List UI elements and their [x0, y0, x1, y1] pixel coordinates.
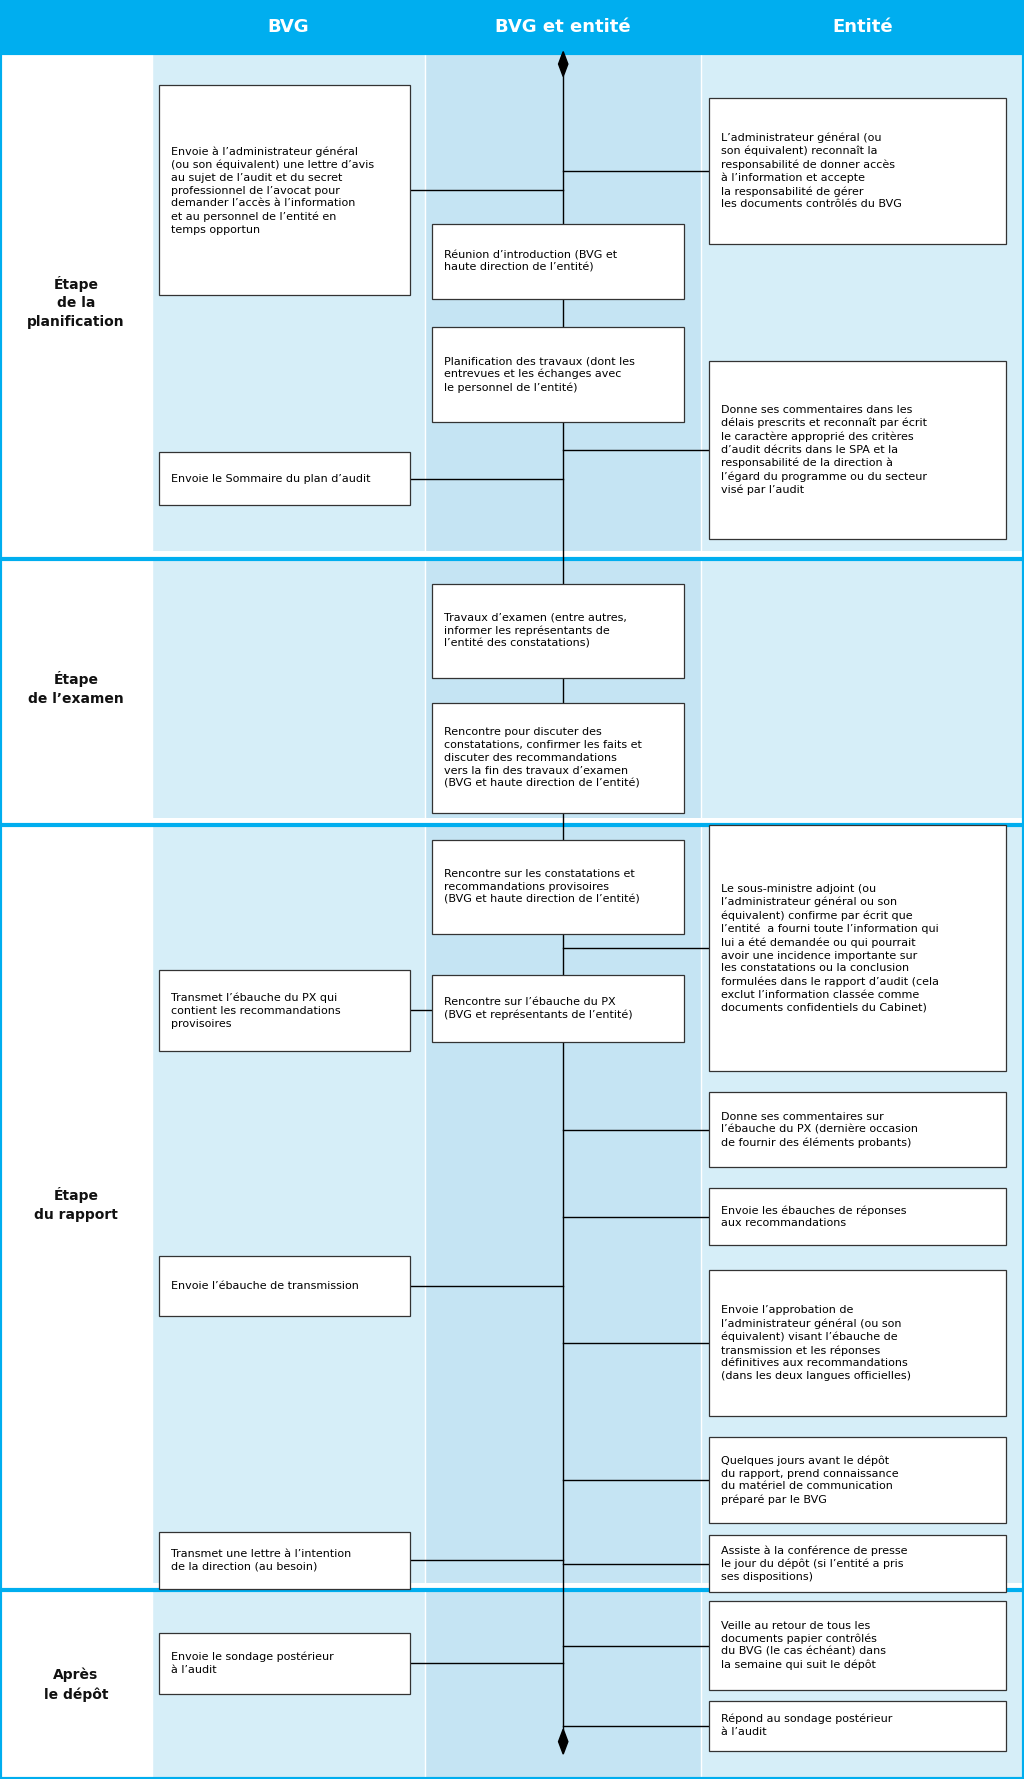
Bar [432, 975, 684, 1042]
Bar [701, 1590, 1024, 1779]
Bar [701, 825, 1024, 1583]
Bar [159, 1532, 410, 1589]
Bar [0, 1590, 152, 1779]
Text: Donne ses commentaires sur
l’ébauche du PX (dernière occasion
de fournir des élé: Donne ses commentaires sur l’ébauche du … [721, 1112, 918, 1147]
Bar [709, 1188, 1006, 1245]
Bar [159, 970, 410, 1051]
Bar [425, 53, 701, 551]
Text: Envoie le sondage postérieur
à l’audit: Envoie le sondage postérieur à l’audit [171, 1651, 334, 1676]
Bar [701, 559, 1024, 818]
Text: Veille au retour de tous les
documents papier contrôlés
du BVG (le cas échéant) : Veille au retour de tous les documents p… [721, 1621, 886, 1670]
Bar [709, 1270, 1006, 1416]
Bar [152, 1590, 425, 1779]
Bar [152, 559, 425, 818]
Bar [432, 703, 684, 813]
Bar [701, 53, 1024, 551]
Bar [159, 1256, 410, 1316]
Bar [159, 452, 410, 505]
Text: Envoie le Sommaire du plan d’audit: Envoie le Sommaire du plan d’audit [171, 473, 371, 484]
Bar [425, 559, 701, 818]
Text: Réunion d’introduction (BVG et
haute direction de l’entité): Réunion d’introduction (BVG et haute dir… [444, 251, 617, 272]
Text: Donne ses commentaires dans les
délais prescrits et reconnaît par écrit
le carac: Donne ses commentaires dans les délais p… [721, 406, 927, 495]
Bar [432, 224, 684, 299]
Text: Envoie l’ébauche de transmission: Envoie l’ébauche de transmission [171, 1281, 358, 1292]
Text: Planification des travaux (dont les
entrevues et les échanges avec
le personnel : Planification des travaux (dont les entr… [444, 356, 635, 393]
Text: Assiste à la conférence de presse
le jour du dépôt (si l’entité a pris
ses dispo: Assiste à la conférence de presse le jou… [721, 1546, 907, 1582]
Bar [152, 0, 425, 53]
Bar [159, 85, 410, 295]
Bar [425, 1590, 701, 1779]
Text: Rencontre sur l’ébauche du PX
(BVG et représentants de l’entité): Rencontre sur l’ébauche du PX (BVG et re… [444, 996, 633, 1021]
Text: Transmet l’ébauche du PX qui
contient les recommandations
provisoires: Transmet l’ébauche du PX qui contient le… [171, 993, 341, 1028]
Polygon shape [558, 1729, 568, 1754]
Bar [432, 584, 684, 678]
Bar [709, 1092, 1006, 1167]
Bar [709, 1701, 1006, 1751]
Text: Envoie l’approbation de
l’administrateur général (ou son
équivalent) visant l’éb: Envoie l’approbation de l’administrateur… [721, 1306, 911, 1381]
Text: L’administrateur général (ou
son équivalent) reconnaît la
responsabilité de donn: L’administrateur général (ou son équival… [721, 132, 902, 210]
Text: BVG: BVG [267, 18, 309, 36]
Text: Rencontre sur les constatations et
recommandations provisoires
(BVG et haute dir: Rencontre sur les constatations et recom… [444, 868, 640, 906]
Bar [0, 825, 152, 1583]
Bar [709, 98, 1006, 244]
Bar [432, 840, 684, 934]
Bar [425, 825, 701, 1583]
Bar [432, 327, 684, 422]
Text: Envoie les ébauches de réponses
aux recommandations: Envoie les ébauches de réponses aux reco… [721, 1204, 906, 1229]
Bar [701, 0, 1024, 53]
Text: Travaux d’examen (entre autres,
informer les représentants de
l’entité des const: Travaux d’examen (entre autres, informer… [444, 612, 628, 649]
Bar [159, 1633, 410, 1694]
Text: Répond au sondage postérieur
à l’audit: Répond au sondage postérieur à l’audit [721, 1713, 892, 1738]
Text: Étape
de la
planification: Étape de la planification [27, 276, 125, 329]
Text: BVG et entité: BVG et entité [496, 18, 631, 36]
Bar [152, 825, 425, 1583]
Text: Rencontre pour discuter des
constatations, confirmer les faits et
discuter des r: Rencontre pour discuter des constatation… [444, 728, 642, 788]
Bar [709, 1437, 1006, 1523]
Bar [709, 361, 1006, 539]
Text: Transmet une lettre à l’intention
de la direction (au besoin): Transmet une lettre à l’intention de la … [171, 1550, 351, 1571]
Text: Quelques jours avant le dépôt
du rapport, prend connaissance
du matériel de comm: Quelques jours avant le dépôt du rapport… [721, 1455, 898, 1505]
Bar [709, 1535, 1006, 1592]
Text: Le sous-ministre adjoint (ou
l’administrateur général ou son
équivalent) confirm: Le sous-ministre adjoint (ou l’administr… [721, 884, 939, 1012]
Bar [152, 53, 425, 551]
Bar [425, 0, 701, 53]
Bar [0, 559, 152, 818]
Text: Après
le dépôt: Après le dépôt [44, 1669, 108, 1701]
Text: Étape
du rapport: Étape du rapport [34, 1187, 118, 1222]
Bar [709, 1601, 1006, 1690]
Bar [0, 53, 152, 551]
Text: Envoie à l’administrateur général
(ou son équivalent) une lettre d’avis
au sujet: Envoie à l’administrateur général (ou so… [171, 146, 374, 235]
Text: Entité: Entité [833, 18, 893, 36]
Bar [709, 825, 1006, 1071]
Bar [0, 0, 152, 53]
Text: Étape
de l’examen: Étape de l’examen [28, 671, 124, 706]
Polygon shape [558, 52, 568, 76]
